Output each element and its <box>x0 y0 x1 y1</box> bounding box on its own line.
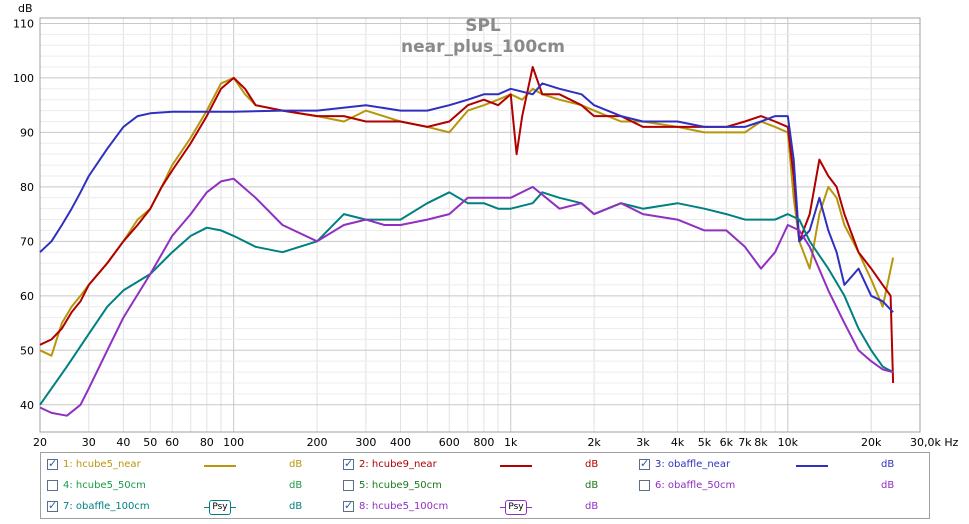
x-tick-label: 3k <box>636 436 650 449</box>
x-tick-label: 60 <box>165 436 179 449</box>
y-tick-label: 110 <box>13 17 34 30</box>
legend-checkbox[interactable] <box>639 457 650 470</box>
x-tick-label: 800 <box>473 436 494 449</box>
legend-checkbox[interactable] <box>343 457 354 470</box>
x-tick-label: 1k <box>504 436 518 449</box>
legend-label: 8: hcube5_100cm <box>359 501 449 512</box>
legend-line-swatch <box>796 465 828 467</box>
legend-unit: dB <box>289 501 303 512</box>
x-tick-label: 5k <box>698 436 712 449</box>
legend-item: 1: hcube5_near dB <box>41 456 337 476</box>
legend-checkbox[interactable] <box>47 480 58 491</box>
x-tick-label: 40 <box>116 436 130 449</box>
x-tick-label: 6k <box>720 436 734 449</box>
x-tick-label: 20k <box>861 436 882 449</box>
x-tick-label: 20 <box>33 436 47 449</box>
legend-label: 2: hcube9_near <box>359 459 437 470</box>
x-tick-label: 200 <box>307 436 328 449</box>
series-line-hcube5_100cm <box>39 177 894 417</box>
legend-item: 7: obaffle_100cm Psy dB <box>41 498 337 518</box>
spl-chart: 110 100 90 80 70 60 50 40 20 30 40 50 60 80 100 200 300… <box>13 2 959 449</box>
legend-item: 5: hcube9_50cm dB <box>337 477 633 497</box>
legend-label: 5: hcube9_50cm <box>359 480 442 491</box>
legend-unit: dB <box>289 459 303 470</box>
y-tick-label: 40 <box>20 399 34 412</box>
chart-title: SPL <box>465 16 501 36</box>
x-tick-label: 400 <box>390 436 411 449</box>
x-tick-label: 100 <box>223 436 244 449</box>
legend-label: 4: hcube5_50cm <box>63 480 146 491</box>
legend-line-swatch <box>500 465 532 467</box>
legend-unit: dB <box>289 480 303 491</box>
legend-checkbox[interactable] <box>47 499 58 512</box>
x-tick-label: 7k <box>738 436 752 449</box>
x-tick-label: 300 <box>355 436 376 449</box>
y-tick-label: 90 <box>20 126 34 139</box>
legend-item: 4: hcube5_50cm dB <box>41 477 337 497</box>
series-layer <box>39 66 895 417</box>
legend-checkbox[interactable] <box>343 499 354 512</box>
legend-line-swatch <box>204 465 236 467</box>
legend-item: 3: obaffle_near dB <box>633 456 929 476</box>
legend-label: 6: obaffle_50cm <box>655 480 736 491</box>
y-tick-label: 80 <box>20 181 34 194</box>
psy-badge[interactable]: Psy <box>500 500 532 515</box>
series-line-hcube9_near <box>39 66 895 384</box>
legend-item: 8: hcube5_100cm Psy dB <box>337 498 633 518</box>
psy-badge[interactable]: Psy <box>204 500 236 515</box>
y-tick-label: 70 <box>20 235 34 248</box>
y-tick-label: 100 <box>13 72 34 85</box>
x-tick-label: 2k <box>587 436 601 449</box>
legend-panel: 1: hcube5_neardB2: hcube9_neardB3: obaff… <box>40 452 930 519</box>
y-axis-unit-label: dB <box>18 2 33 15</box>
y-tick-labels: 110 100 90 80 70 60 50 40 <box>13 17 34 411</box>
x-tick-label: 10k <box>778 436 799 449</box>
legend-checkbox[interactable] <box>639 480 650 491</box>
legend-item: 6: obaffle_50cm dB <box>633 477 929 497</box>
x-tick-labels: 20 30 40 50 60 80 100 200 300 400 600 800 1k 2k 3k 4k 5k… <box>33 436 959 449</box>
plot-frame <box>39 17 921 433</box>
legend-label: 1: hcube5_near <box>63 459 141 470</box>
y-tick-label: 60 <box>20 290 34 303</box>
legend-unit: dB <box>585 459 599 470</box>
legend-unit: dB <box>881 480 895 491</box>
x-tick-label: 80 <box>200 436 214 449</box>
chart-subtitle: near_plus_100cm <box>401 37 565 57</box>
x-tick-label: 30 <box>82 436 96 449</box>
legend-unit: dB <box>585 501 599 512</box>
legend-unit: dB <box>881 459 895 470</box>
legend-checkbox[interactable] <box>47 457 58 470</box>
legend-item: 2: hcube9_near dB <box>337 456 633 476</box>
x-tick-label: 30,0k Hz <box>910 436 959 449</box>
y-tick-label: 50 <box>20 344 34 357</box>
x-tick-label: 4k <box>671 436 685 449</box>
legend-checkbox[interactable] <box>343 480 354 491</box>
legend-unit: dB <box>585 480 599 491</box>
series-line-obaffle_near <box>39 82 894 313</box>
x-tick-label: 600 <box>439 436 460 449</box>
legend-label: 7: obaffle_100cm <box>63 501 150 512</box>
legend-label: 3: obaffle_near <box>655 459 731 470</box>
series-line-obaffle_100cm <box>39 191 894 406</box>
x-tick-label: 8k <box>754 436 768 449</box>
x-tick-label: 50 <box>143 436 157 449</box>
